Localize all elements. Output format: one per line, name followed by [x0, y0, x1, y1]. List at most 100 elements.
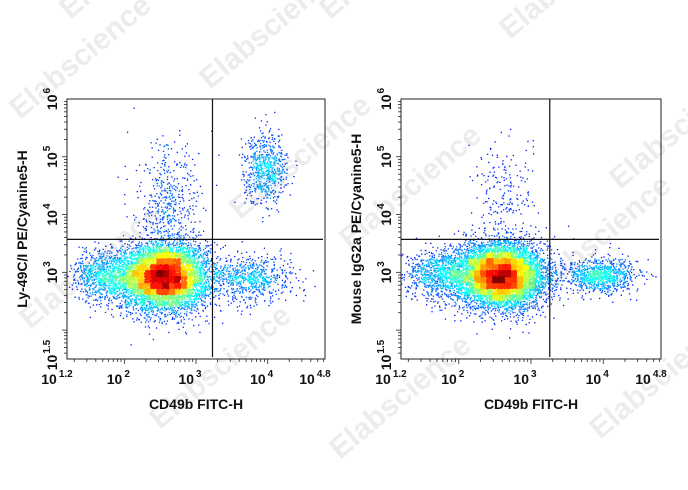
- data-point: [284, 270, 285, 271]
- data-point: [259, 151, 260, 152]
- data-point: [162, 308, 163, 309]
- data-point: [161, 250, 162, 251]
- data-point: [197, 192, 198, 193]
- data-point: [168, 235, 169, 236]
- data-point: [208, 258, 209, 259]
- data-point: [133, 309, 134, 310]
- data-point: [255, 297, 256, 298]
- data-point: [249, 278, 250, 279]
- data-point: [143, 297, 144, 298]
- data-point: [228, 279, 229, 280]
- data-point: [267, 156, 268, 157]
- data-point: [251, 274, 252, 275]
- data-point: [208, 277, 209, 278]
- data-point: [174, 219, 175, 220]
- data-point: [179, 299, 180, 300]
- data-point: [197, 260, 198, 261]
- data-point: [157, 185, 158, 186]
- data-point: [129, 266, 130, 267]
- data-point: [114, 286, 115, 287]
- data-point: [252, 286, 253, 287]
- data-point: [206, 295, 207, 296]
- data-point: [207, 253, 208, 254]
- data-point: [161, 246, 162, 247]
- data-point: [79, 247, 80, 248]
- data-point: [204, 275, 205, 276]
- data-point: [217, 244, 218, 245]
- data-point: [260, 166, 261, 167]
- data-point: [188, 242, 189, 243]
- data-point: [274, 256, 275, 257]
- data-point: [160, 312, 161, 313]
- data-point: [161, 186, 162, 187]
- data-point: [119, 290, 120, 291]
- data-point: [232, 289, 233, 290]
- data-point: [119, 297, 120, 298]
- data-point: [173, 170, 174, 171]
- data-point: [199, 248, 200, 249]
- data-point: [133, 254, 134, 255]
- data-point: [106, 285, 107, 286]
- data-point: [172, 312, 173, 313]
- data-point: [194, 286, 195, 287]
- data-point: [219, 259, 220, 260]
- data-point: [275, 258, 276, 259]
- data-point: [188, 174, 189, 175]
- data-point: [82, 299, 83, 300]
- data-point: [144, 305, 145, 306]
- data-point: [179, 228, 180, 229]
- data-point: [176, 249, 177, 250]
- data-point: [260, 163, 261, 164]
- data-point: [241, 277, 242, 278]
- data-point: [259, 289, 260, 290]
- data-point: [166, 208, 167, 209]
- data-point: [232, 265, 233, 266]
- data-point: [269, 285, 270, 286]
- data-point: [192, 250, 193, 251]
- data-point: [257, 157, 258, 158]
- data-point: [243, 266, 244, 267]
- data-point: [273, 275, 274, 276]
- data-point: [132, 318, 133, 319]
- data-point: [205, 297, 206, 298]
- data-point: [156, 251, 157, 252]
- data-point: [138, 298, 139, 299]
- data-point: [179, 197, 180, 198]
- data-point: [266, 282, 267, 283]
- data-point: [220, 288, 221, 289]
- data-point: [131, 267, 132, 268]
- data-point: [114, 275, 115, 276]
- data-point: [199, 267, 200, 268]
- data-point: [139, 251, 140, 252]
- data-point: [220, 258, 221, 259]
- data-point: [280, 258, 281, 259]
- data-point: [125, 299, 126, 300]
- data-point: [198, 246, 199, 247]
- data-point: [156, 315, 157, 316]
- data-point: [261, 120, 262, 121]
- data-point: [155, 304, 156, 305]
- data-point: [158, 297, 159, 298]
- data-point: [170, 203, 171, 204]
- data-point: [136, 260, 137, 261]
- data-point: [161, 190, 162, 191]
- data-point: [292, 272, 293, 273]
- data-point: [262, 145, 263, 146]
- data-point: [228, 255, 229, 256]
- data-point: [148, 314, 149, 315]
- data-point: [124, 268, 125, 269]
- data-point: [174, 234, 175, 235]
- data-point: [137, 318, 138, 319]
- data-point: [164, 213, 165, 214]
- data-point: [90, 317, 91, 318]
- data-point: [142, 301, 143, 302]
- data-point: [118, 270, 119, 271]
- data-point: [265, 269, 266, 270]
- data-point: [192, 289, 193, 290]
- data-point: [204, 272, 205, 273]
- data-point: [248, 274, 249, 275]
- data-point: [95, 300, 96, 301]
- data-point: [158, 150, 159, 151]
- data-point: [186, 165, 187, 166]
- data-point: [149, 334, 150, 335]
